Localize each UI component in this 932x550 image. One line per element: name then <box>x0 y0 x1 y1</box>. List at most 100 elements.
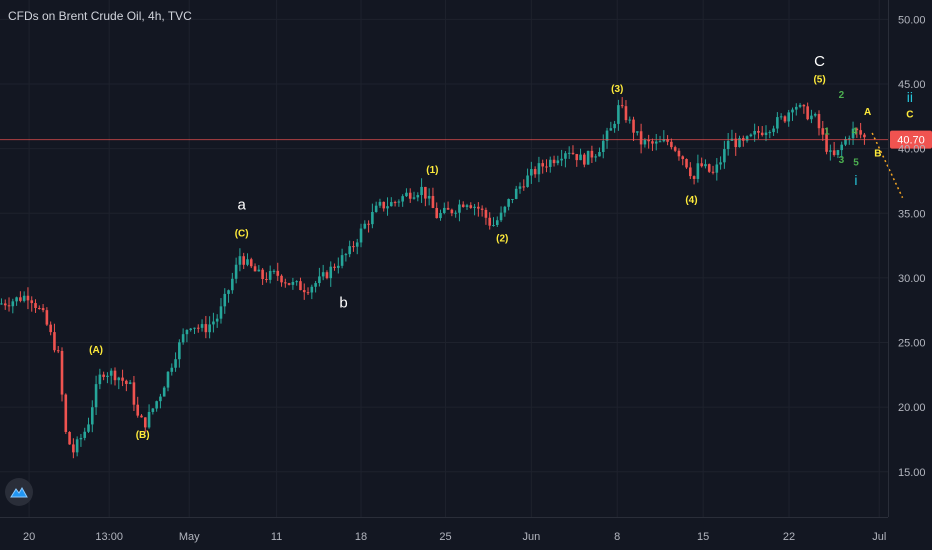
candle-body <box>378 201 382 206</box>
time-axis[interactable]: 20 13:00 May 11 18 25 Jun 8 15 22 Jul <box>23 531 886 543</box>
candle-body <box>397 201 401 203</box>
candle-body <box>208 324 211 333</box>
candle-body <box>53 332 56 351</box>
wave-label: ii <box>907 89 913 105</box>
x-tick-label: Jul <box>872 531 886 543</box>
candle-body <box>143 417 147 428</box>
candle-body <box>723 149 726 163</box>
candle-body <box>382 201 386 209</box>
candle-body <box>829 150 832 152</box>
candle-body <box>533 169 537 175</box>
candle-body <box>639 131 643 145</box>
candle-body <box>329 266 333 279</box>
candle-body <box>662 139 666 142</box>
candle-body <box>859 130 862 135</box>
candle-body <box>700 163 703 167</box>
candle-body <box>386 206 389 209</box>
candle-body <box>745 136 749 141</box>
candle-body <box>813 114 817 116</box>
candle-body <box>231 278 234 291</box>
candle-body <box>268 270 272 280</box>
wave-label: a <box>237 196 246 213</box>
candle-body <box>673 147 677 151</box>
candle-body <box>507 199 510 207</box>
candle-body <box>185 329 189 335</box>
candle-body <box>821 128 825 135</box>
wave-label: (2) <box>496 234 508 245</box>
wave-label: B <box>874 148 881 159</box>
candle-body <box>3 303 7 306</box>
candle-body <box>405 192 408 197</box>
candle-body <box>83 431 87 438</box>
projection-path <box>871 132 904 199</box>
candle-body <box>431 195 435 208</box>
candle-body <box>863 134 866 138</box>
candle-body <box>548 159 552 167</box>
candle-body <box>22 295 26 301</box>
candle-body <box>847 138 851 140</box>
candle-body <box>435 207 439 219</box>
candle-body <box>689 167 692 177</box>
candle-body <box>511 198 514 200</box>
candle-body <box>613 123 616 129</box>
candle-body <box>151 408 155 412</box>
candle-body <box>832 150 836 155</box>
candle-body <box>522 186 526 188</box>
candle-body <box>325 272 329 279</box>
y-tick-label: 45.00 <box>898 79 926 91</box>
candle-body <box>624 106 628 121</box>
candle-body <box>68 431 71 445</box>
candle-body <box>181 334 185 343</box>
candle-body <box>340 255 344 266</box>
candle-body <box>87 424 90 432</box>
candle-body <box>492 224 495 226</box>
candle-body <box>601 140 605 153</box>
candle-body <box>707 164 711 172</box>
candle-body <box>446 207 450 210</box>
candle-body <box>371 211 374 225</box>
candle-body <box>363 223 367 229</box>
candle-body <box>685 159 688 168</box>
x-tick-label: 13:00 <box>95 531 123 543</box>
candle-body <box>219 306 223 319</box>
candle-body <box>374 205 378 212</box>
candle-body <box>253 266 257 272</box>
candle-body <box>310 286 314 293</box>
wave-label: (4) <box>685 195 697 206</box>
last-price-line: 40.70 <box>0 130 932 149</box>
candle-body <box>75 439 79 453</box>
wave-label: b <box>339 295 347 312</box>
candle-body <box>155 401 158 409</box>
candle-body <box>620 105 624 107</box>
candle-body <box>287 283 291 285</box>
tradingview-logo-icon[interactable] <box>5 478 33 506</box>
candle-body <box>575 154 579 161</box>
wave-label: 5 <box>853 157 859 168</box>
y-tick-label: 30.00 <box>898 273 926 285</box>
candle-body <box>794 106 798 110</box>
candle-body <box>189 328 193 330</box>
candle-body <box>72 444 75 453</box>
candle-body <box>352 246 355 248</box>
candle-body <box>60 350 64 395</box>
candle-body <box>276 270 280 276</box>
wave-label: (1) <box>426 165 438 176</box>
candle-body <box>79 437 83 440</box>
candle-body <box>136 404 140 416</box>
candle-body <box>605 130 609 141</box>
candle-body <box>844 139 847 145</box>
candle-body <box>734 138 738 148</box>
candle-body <box>98 374 102 385</box>
candle-body <box>473 206 476 208</box>
candle-body <box>488 217 492 226</box>
candle-body <box>583 154 586 165</box>
candle-body <box>677 150 681 157</box>
candle-body <box>726 140 730 150</box>
price-axis[interactable]: 50.00 45.00 40.00 35.00 30.00 25.00 20.00 15.00 <box>898 14 926 478</box>
candle-body <box>681 156 685 160</box>
candle-body <box>450 209 454 214</box>
chart-grid <box>0 0 888 517</box>
y-tick-label: 20.00 <box>898 402 926 414</box>
